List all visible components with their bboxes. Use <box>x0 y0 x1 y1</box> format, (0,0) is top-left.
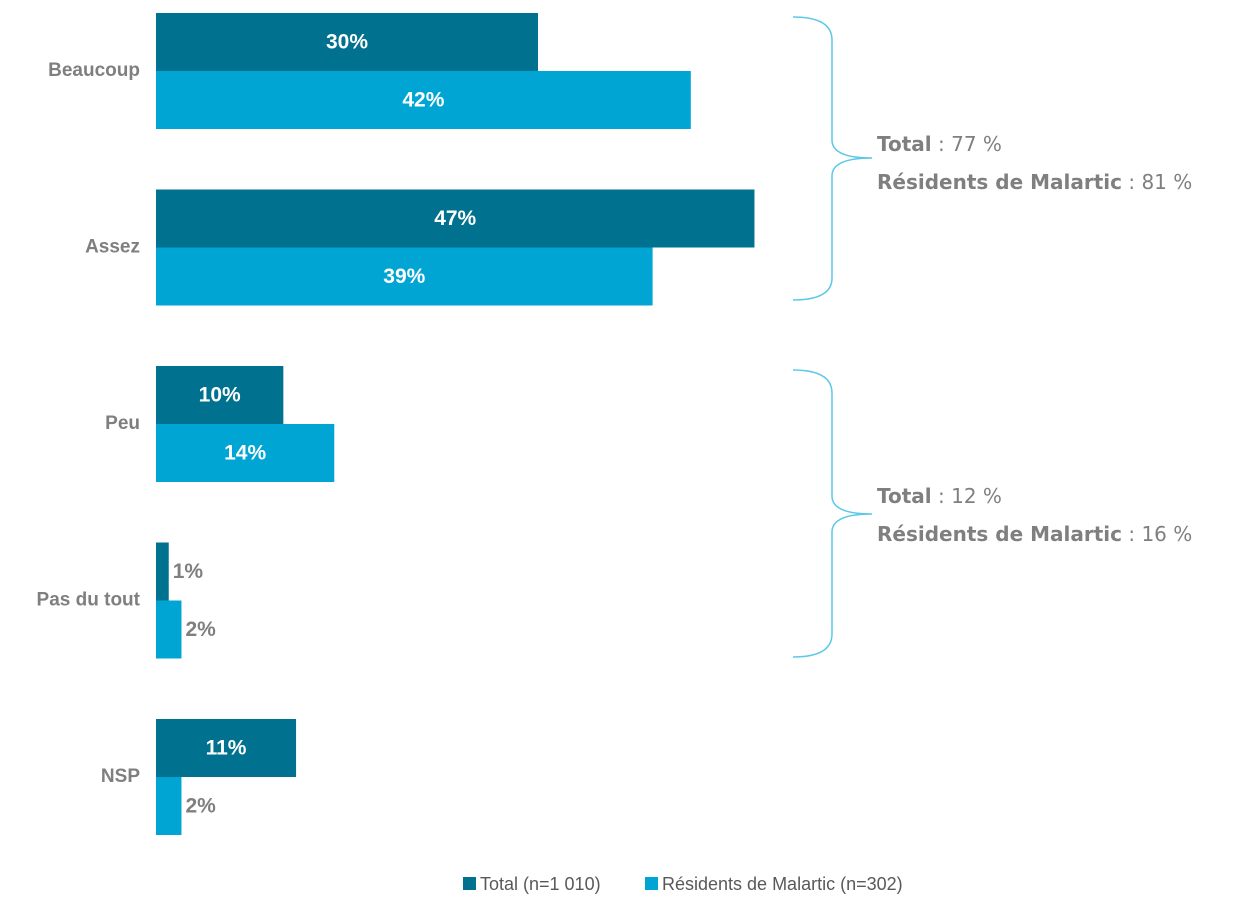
bar <box>156 777 182 835</box>
value-label: 47% <box>434 207 476 230</box>
annotation-bold: Résidents de Malartic <box>877 522 1122 546</box>
bar <box>156 719 297 777</box>
annotation-text: : 77 % <box>932 132 1002 156</box>
value-label: 42% <box>402 89 444 112</box>
bar <box>156 600 182 659</box>
value-label: 2% <box>185 795 216 818</box>
category-label: Assez <box>85 237 140 258</box>
bar <box>156 424 335 482</box>
annotation: Total : 77 % <box>877 132 1002 156</box>
category-label: NSP <box>101 766 140 787</box>
value-label: 11% <box>206 737 247 760</box>
bar <box>156 542 169 601</box>
category-label: Pas du tout <box>37 590 141 611</box>
legend-label: Résidents de Malartic (n=302) <box>662 874 903 894</box>
annotation-bold: Total <box>877 484 932 508</box>
category-label: Peu <box>105 413 140 434</box>
value-label: 10% <box>199 384 241 407</box>
value-label: 30% <box>326 31 368 54</box>
legend-label: Total (n=1 010) <box>480 874 601 894</box>
annotation: Résidents de Malartic : 81 % <box>877 170 1192 194</box>
annotation-bold: Résidents de Malartic <box>877 170 1122 194</box>
category-label: Beaucoup <box>48 60 140 81</box>
legend-swatch <box>645 877 658 890</box>
annotation-text: : 81 % <box>1122 170 1192 194</box>
annotation-text: : 12 % <box>932 484 1002 508</box>
legend-swatch <box>463 877 476 890</box>
bracket <box>792 369 873 658</box>
annotation-bold: Total <box>877 132 932 156</box>
annotation: Résidents de Malartic : 16 % <box>877 522 1192 546</box>
annotation-text: : 16 % <box>1122 522 1192 546</box>
bar <box>156 13 538 71</box>
bar <box>156 189 755 248</box>
value-label: 1% <box>173 560 204 583</box>
value-label: 39% <box>383 265 425 288</box>
bar <box>156 366 284 424</box>
bar <box>156 71 691 129</box>
value-label: 2% <box>185 618 216 641</box>
annotation: Total : 12 % <box>877 484 1002 508</box>
bracket <box>792 16 873 301</box>
bar <box>156 247 653 306</box>
value-label: 14% <box>224 442 266 465</box>
